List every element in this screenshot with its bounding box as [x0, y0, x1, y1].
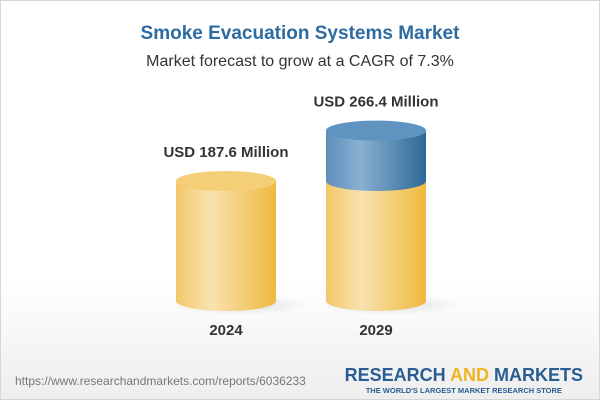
- cylinder-growth-2029-body: [326, 130, 426, 191]
- cylinder-top-2024: [176, 171, 276, 191]
- cylinder-top-2029: [326, 120, 426, 141]
- logo-text: MARKETS: [489, 365, 583, 385]
- chart-subtitle: Market forecast to grow at a CAGR of 7.3…: [146, 53, 454, 70]
- category-label: 2024: [209, 322, 243, 339]
- research-and-markets-logo: RESEARCH AND MARKETS THE WORLD'S LARGEST…: [345, 366, 583, 395]
- logo-tagline: THE WORLD'S LARGEST MARKET RESEARCH STOR…: [365, 386, 562, 395]
- chart-title: Smoke Evacuation Systems Market: [140, 23, 460, 44]
- cylinder-2024-body: [176, 181, 276, 311]
- logo-text: RESEARCH: [344, 365, 450, 385]
- cylinder-chart: USD 187.6 Million 2024 USD 266.4 Million 20…: [163, 94, 461, 339]
- data-label: USD 266.4 Million: [313, 94, 438, 111]
- cylinder-base-2029-body: [326, 181, 426, 311]
- logo-text-and: AND: [450, 365, 489, 385]
- category-label: 2029: [359, 322, 392, 339]
- source-url[interactable]: https://www.researchandmarkets.com/repor…: [15, 374, 306, 388]
- data-label: USD 187.6 Million: [163, 144, 288, 161]
